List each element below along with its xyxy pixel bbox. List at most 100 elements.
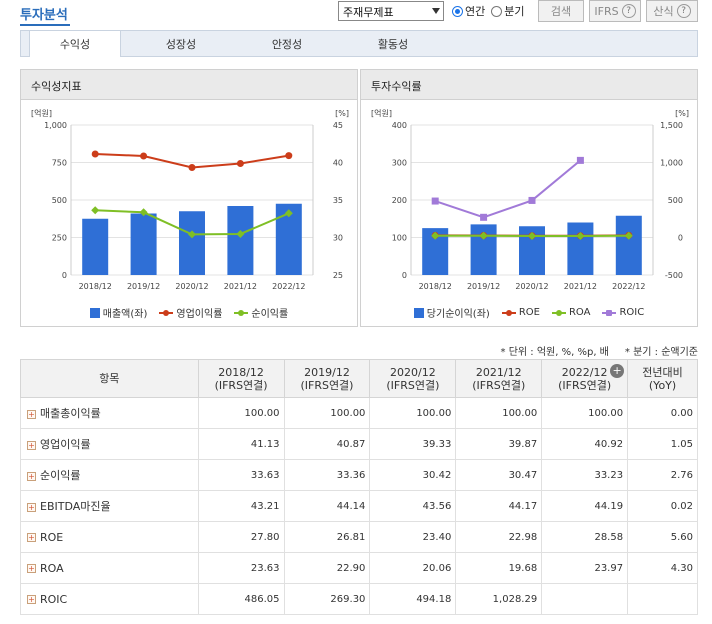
chart-legend: 매출액(좌) 영업이익률 순이익률 xyxy=(21,305,357,320)
data-point xyxy=(284,209,293,218)
period-radio-group: 연간 분기 xyxy=(452,3,525,19)
value-cell: 30.42 xyxy=(369,459,457,491)
value-cell: 100.00 xyxy=(541,397,629,429)
value-cell: 43.56 xyxy=(369,490,457,522)
table-header-row: 항목 2018/12 (IFRS연결) 2019/12 (IFRS연결) 2020/… xyxy=(20,359,698,398)
row-label-cell[interactable]: + EBITDA마진율 xyxy=(20,490,199,522)
legend-item[interactable]: ROE xyxy=(501,307,540,318)
x-tick-label: 2018/12 xyxy=(419,282,452,291)
radio-quarter-label: 분기 xyxy=(504,5,525,18)
expand-row-icon[interactable]: + xyxy=(27,471,36,481)
column-header-year: 2022/12 (IFRS연결) + xyxy=(541,359,629,398)
value-cell: 39.33 xyxy=(369,428,457,460)
analysis-tabs: 수익성 성장성 안정성 활동성 xyxy=(20,30,698,57)
series-line xyxy=(434,159,582,219)
value-cell: 22.90 xyxy=(283,552,371,584)
bar xyxy=(82,218,109,275)
chevron-down-icon xyxy=(432,8,440,14)
tab-profitability[interactable]: 수익성 xyxy=(29,31,121,57)
legend-swatch xyxy=(413,307,424,318)
column-header-year: 2019/12 (IFRS연결) xyxy=(283,359,371,398)
legend-item[interactable]: 당기순이익(좌) xyxy=(413,305,490,320)
table-row: + ROE 27.80 26.81 23.40 22.98 28.58 5.60 xyxy=(20,521,698,553)
x-tick-label: 2018/12 xyxy=(79,282,112,291)
chart-title: 수익성지표 xyxy=(21,70,357,100)
search-button[interactable]: 검색 xyxy=(538,0,584,22)
bar xyxy=(130,213,157,275)
legend-label: 순이익률 xyxy=(251,309,289,320)
expand-row-icon[interactable]: + xyxy=(27,502,36,512)
table-row: + 영업이익률 41.13 40.87 39.33 39.87 40.92 1.05 xyxy=(20,428,698,460)
row-label-cell[interactable]: + ROIC xyxy=(20,583,199,615)
radio-dot-icon xyxy=(452,5,463,17)
bar xyxy=(227,206,254,275)
right-tick-label: 30 xyxy=(333,234,343,243)
tab-activity[interactable]: 활동성 xyxy=(377,37,409,51)
tab-growth[interactable]: 성장성 xyxy=(165,37,197,51)
data-point xyxy=(528,196,536,204)
expand-row-icon[interactable]: + xyxy=(27,595,36,604)
radio-annual[interactable]: 연간 xyxy=(452,3,485,19)
row-label-cell[interactable]: + 순이익률 xyxy=(20,459,199,491)
x-tick-label: 2022/12 xyxy=(612,282,645,291)
right-tick-label: 40 xyxy=(333,159,343,168)
column-header-year: 2018/12 (IFRS연결) xyxy=(197,359,285,398)
row-label: 매출총이익률 xyxy=(40,407,101,420)
tab-stability[interactable]: 안정성 xyxy=(271,37,303,51)
x-tick-label: 2022/12 xyxy=(272,282,305,291)
value-cell: 44.14 xyxy=(283,490,371,522)
value-cell: 0.00 xyxy=(627,397,698,429)
right-axis-unit: [%] xyxy=(335,109,349,118)
row-label: 순이익률 xyxy=(40,469,81,482)
left-tick-label: 250 xyxy=(52,234,67,243)
row-label-cell[interactable]: + ROA xyxy=(20,552,199,584)
expand-columns-icon[interactable]: + xyxy=(610,364,625,378)
table-row: + EBITDA마진율 43.21 44.14 43.56 44.17 44.19 0.02 xyxy=(20,490,698,522)
value-cell: 41.13 xyxy=(197,428,285,460)
legend-item[interactable]: 매출액(좌) xyxy=(89,305,147,320)
radio-quarter[interactable]: 분기 xyxy=(491,3,525,19)
value-cell: 5.60 xyxy=(627,521,698,553)
formula-help-button[interactable]: 산식 ? xyxy=(646,0,698,22)
ifrs-label: IFRS xyxy=(594,4,619,18)
row-label-cell[interactable]: + 매출총이익률 xyxy=(20,397,199,429)
legend-item[interactable]: ROIC xyxy=(602,307,644,318)
data-point xyxy=(480,213,488,221)
x-tick-label: 2020/12 xyxy=(515,282,548,291)
question-icon: ? xyxy=(676,4,691,18)
value-cell: 23.97 xyxy=(541,552,629,584)
investment-return-chart-panel: 투자수익률 [억원] [%] 400 1,500 300 1,000 200 500 100 0 0… xyxy=(360,69,698,327)
right-tick-label: 500 xyxy=(668,196,683,205)
value-cell: 40.92 xyxy=(541,428,629,460)
row-label-cell[interactable]: + ROE xyxy=(20,521,199,553)
legend-label: ROIC xyxy=(619,307,645,318)
profitability-table: 항목 2018/12 (IFRS연결) 2019/12 (IFRS연결) 2020/… xyxy=(20,359,698,615)
radio-annual-label: 연간 xyxy=(465,5,486,18)
bar xyxy=(615,215,642,275)
legend-item[interactable]: 영업이익률 xyxy=(159,305,222,320)
legend-item[interactable]: ROA xyxy=(551,307,590,318)
ifrs-help-button[interactable]: IFRS ? xyxy=(589,0,641,22)
legend-item[interactable]: 순이익률 xyxy=(234,305,288,320)
profitability-chart-panel: 수익성지표 [억원] [%] 1,000 45 750 40 500 35 250 30 0 25 20… xyxy=(20,69,358,327)
table-row: + ROA 23.63 22.90 20.06 19.68 23.97 4.30 xyxy=(20,552,698,584)
data-point xyxy=(431,231,440,240)
value-cell: 20.06 xyxy=(369,552,457,584)
value-cell xyxy=(627,583,698,615)
right-tick-label: -500 xyxy=(665,271,683,280)
row-label: EBITDA마진율 xyxy=(40,500,111,513)
expand-row-icon[interactable]: + xyxy=(27,533,36,542)
left-axis-unit: [억원] xyxy=(371,108,392,118)
value-cell: 33.63 xyxy=(197,459,285,491)
investment-return-chart: [억원] [%] 400 1,500 300 1,000 200 500 100 0 0 -500 20… xyxy=(371,108,689,291)
expand-row-icon[interactable]: + xyxy=(27,440,36,450)
left-tick-label: 750 xyxy=(52,159,67,168)
value-cell: 100.00 xyxy=(369,397,457,429)
row-label-cell[interactable]: + 영업이익률 xyxy=(20,428,199,460)
left-tick-label: 500 xyxy=(52,196,67,205)
expand-row-icon[interactable]: + xyxy=(27,409,36,419)
left-tick-label: 200 xyxy=(392,196,407,205)
statement-select[interactable]: 주재무제표 xyxy=(338,1,444,21)
expand-row-icon[interactable]: + xyxy=(27,564,36,573)
bar xyxy=(179,211,205,275)
